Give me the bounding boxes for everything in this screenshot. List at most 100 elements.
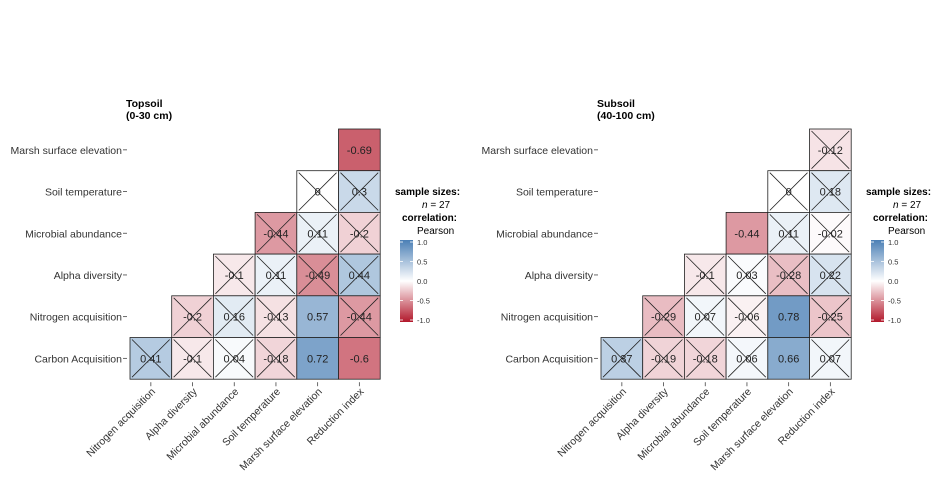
heatmap-cell: -0.2 [338, 211, 381, 255]
cell-value-label: 0.03 [736, 270, 757, 282]
x-tick-label: Marsh surface elevation [708, 386, 795, 473]
cell-value-label: -0.1 [183, 353, 202, 365]
heatmap-cell: 0.18 [809, 170, 852, 213]
heatmap-cell: 0.04 [212, 337, 256, 380]
heatmap-cell: -0.2 [171, 295, 214, 338]
legend-tick-label: 0.0 [417, 277, 427, 286]
cell-value-label: 0 [315, 187, 321, 199]
legend-color-bar [400, 240, 413, 322]
cell-value-label: -0.12 [818, 145, 843, 157]
cross-line [811, 172, 850, 211]
heatmap-cell: 0.66 [767, 337, 810, 380]
cross-line [686, 339, 725, 378]
cross-line [340, 255, 379, 295]
legend-tick-label: 1.0 [888, 238, 898, 247]
x-tick-label: Nitrogen acquisition [555, 386, 629, 460]
cross-line [131, 339, 170, 378]
cell-fill [338, 337, 381, 380]
cell-value-label: -0.2 [350, 228, 369, 240]
heatmap-cell: -0.6 [338, 337, 381, 380]
cell-value-label: -0.49 [305, 270, 330, 282]
heatmap-cell: -0.13 [254, 295, 298, 338]
legend-tick-label: -1.0 [888, 316, 901, 325]
cell-value-label: 0.72 [307, 353, 328, 365]
legend-heading: sample sizes: [866, 187, 931, 198]
cell-value-label: 0.66 [778, 353, 799, 365]
y-tick-label: Soil temperature [45, 187, 122, 199]
cell-value-label: -0.29 [651, 312, 676, 324]
heatmap-cell: -0.44 [338, 295, 381, 338]
cross-line [173, 339, 212, 378]
heatmap-cell: -0.1 [171, 337, 214, 380]
cross-line [298, 214, 337, 253]
cell-value-label: -0.18 [263, 353, 288, 365]
heatmap-cell: -0.18 [684, 337, 727, 380]
cross-line [644, 297, 683, 336]
cell-value-label: -0.44 [263, 228, 288, 240]
heatmap-cell: 0 [296, 170, 339, 213]
cell-value-label: -0.13 [263, 312, 288, 324]
cell-value-label: -0.2 [183, 312, 202, 324]
cross-line [215, 339, 254, 378]
cross-line [256, 339, 296, 378]
heatmap-cell: 0.07 [809, 337, 852, 380]
cross-line [256, 214, 296, 253]
cross-line [811, 214, 850, 253]
cross-line [644, 339, 683, 378]
y-tick-label: Carbon Acquisition [505, 353, 593, 365]
legend-tick-label: 0.5 [417, 258, 427, 267]
heatmap-cell: 0.3 [338, 170, 381, 213]
legend-color-bar [871, 240, 884, 322]
heatmap-cell: 0.11 [254, 253, 298, 297]
cell-value-label: -0.28 [776, 270, 801, 282]
heatmap-cell: -0.49 [296, 253, 339, 297]
cell-value-label: -0.6 [350, 353, 369, 365]
x-tick-label: Microbial abundance [635, 386, 712, 463]
cell-value-label: -0.25 [818, 312, 843, 324]
heatmap-cell: 0.78 [767, 295, 810, 338]
y-tick-label: Nitrogen acquisition [30, 312, 122, 324]
y-tick-label: Soil temperature [516, 187, 593, 199]
heatmap-cell: -0.1 [212, 253, 256, 297]
cross-line [215, 255, 254, 295]
panel-subtitle: (0-30 cm) [126, 110, 172, 122]
cell-value-label: -0.69 [347, 145, 372, 157]
legend-tick-label: 1.0 [417, 238, 427, 247]
y-tick-label: Alpha diversity [54, 270, 123, 282]
legend-tick-label: 0.5 [888, 258, 898, 267]
legend-tick-label: -0.5 [417, 297, 430, 306]
y-tick-label: Nitrogen acquisition [501, 312, 593, 324]
legend-sample-size: n = 27 [893, 200, 922, 211]
heatmap-cell: -0.06 [725, 295, 769, 338]
heatmap-cell: 0.07 [684, 295, 727, 338]
heatmap-cell: 0.11 [767, 211, 810, 255]
cross-line [602, 339, 641, 378]
heatmap-cell: 0.03 [725, 253, 769, 297]
heatmap-cell: 0.72 [296, 337, 339, 380]
cell-value-label: 0.18 [820, 187, 841, 199]
cell-value-label: 0.78 [778, 312, 799, 324]
cross-line [256, 297, 296, 336]
heatmap-cell: 0.44 [338, 253, 381, 297]
cross-line [811, 297, 850, 336]
legend-tick-label: -1.0 [417, 316, 430, 325]
heatmap-cell: 0.37 [600, 337, 644, 380]
panel-subtitle: (40-100 cm) [597, 110, 655, 122]
cross-line [340, 297, 379, 336]
cross-line [811, 339, 850, 378]
cell-value-label: 0.57 [307, 312, 328, 324]
cell-value-label: 0.07 [820, 353, 841, 365]
cell-value-label: -0.44 [347, 312, 372, 324]
heatmap-panel-subsoil: Subsoil(40-100 cm) -0.12 0 0.18 -0.44 0.11 -0.… [482, 98, 932, 473]
legend: sample sizes: n = 27 correlation: Pearson1.… [395, 187, 460, 325]
cell-value-label: -0.1 [696, 270, 715, 282]
cell-value-label: -0.06 [734, 312, 759, 324]
legend-sample-size: n = 27 [422, 200, 451, 211]
heatmap-cell: 0.41 [129, 337, 173, 380]
heatmap-cell: -0.28 [767, 253, 810, 297]
cell-value-label: -0.02 [818, 228, 843, 240]
heatmap-cell: 0.11 [296, 211, 339, 255]
heatmap-cell: -0.29 [642, 295, 685, 338]
cell-value-label: 0.11 [266, 270, 287, 282]
